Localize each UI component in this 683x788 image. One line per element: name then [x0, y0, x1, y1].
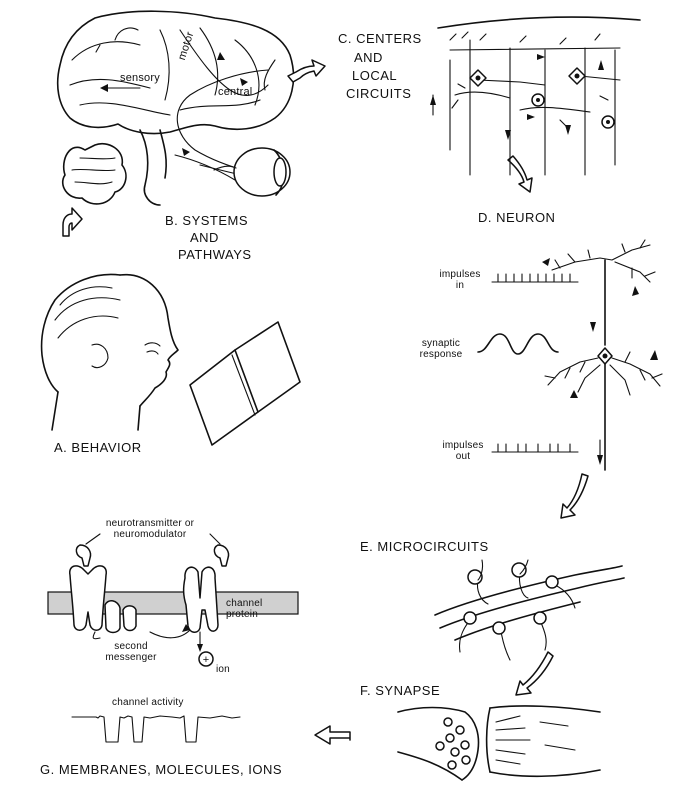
arrow-b-to-c	[287, 59, 326, 83]
panel-a-title: A. BEHAVIOR	[54, 440, 142, 455]
brain-illustration	[56, 10, 295, 135]
label-impulses-in-line-2: in	[455, 280, 465, 291]
panel-c-title-line-4: CIRCUITS	[346, 86, 412, 101]
label-synaptic-response-line-2: response	[419, 349, 463, 360]
label-channel-protein: channel protein	[226, 598, 262, 620]
cerebellum-illustration	[61, 143, 127, 205]
label-second-messenger: second messenger	[100, 641, 162, 663]
label-neurotransmitter: neurotransmitter or neuromodulator	[80, 518, 220, 540]
arrow-f-to-g	[314, 725, 351, 745]
channel-activity-trace	[71, 715, 241, 743]
label-second-messenger-line-2: messenger	[105, 652, 157, 663]
label-second-messenger-line-1: second	[114, 641, 148, 652]
label-impulses-out: impulses out	[436, 440, 490, 462]
label-sensory: sensory	[120, 72, 160, 84]
panel-c-title-line-3: LOCAL	[352, 68, 398, 83]
label-impulses-in: impulses in	[432, 269, 488, 291]
label-central: central	[218, 86, 253, 98]
impulses-in-trace	[491, 273, 579, 283]
panel-b-title-line-1: B. SYSTEMS	[165, 213, 249, 228]
panel-d-title: D. NEURON	[478, 210, 556, 225]
label-impulses-in-line-1: impulses	[439, 269, 481, 280]
receptor-protein	[69, 565, 107, 631]
label-channel-activity: channel activity	[112, 697, 184, 708]
arrow-a-to-b	[62, 207, 83, 237]
label-synaptic-response: synaptic response	[410, 338, 472, 360]
panel-b-title-line-3: PATHWAYS	[178, 247, 252, 262]
eye-illustration	[213, 147, 291, 197]
pathway-lines	[104, 29, 269, 181]
arrow-c-to-d	[507, 155, 533, 193]
synaptic-response-trace	[477, 333, 559, 355]
synapse-illustration	[397, 705, 601, 781]
label-channel-protein-line-2: protein	[226, 609, 258, 620]
impulses-out-trace	[491, 443, 579, 453]
label-ion: ion	[216, 664, 230, 675]
label-neurotransmitter-line-2: neuromodulator	[113, 529, 187, 540]
panel-c-title-line-2: AND	[354, 50, 383, 65]
arrow-e-to-f	[515, 651, 554, 696]
neuron-illustration	[542, 239, 663, 471]
label-neurotransmitter-line-1: neurotransmitter or	[105, 518, 195, 529]
neurotransmitter-molecule	[75, 544, 92, 567]
channel-protein-shape	[182, 566, 219, 633]
local-circuit-illustration	[430, 16, 641, 176]
microcircuit-illustration	[434, 559, 625, 661]
head-illustration	[40, 273, 179, 431]
label-synaptic-response-line-1: synaptic	[421, 338, 461, 349]
ion-symbol: +	[203, 654, 209, 666]
panel-f-title: F. SYNAPSE	[360, 683, 441, 698]
membrane-illustration	[47, 533, 299, 667]
label-channel-protein-line-1: channel	[226, 598, 263, 609]
panel-c-title-line-1: C. CENTERS	[338, 31, 422, 46]
label-impulses-out-line-1: impulses	[442, 440, 484, 451]
arrow-d-to-e	[560, 473, 589, 519]
brainstem-illustration	[139, 129, 167, 206]
panel-b-title-line-2: AND	[190, 230, 219, 245]
book-illustration	[189, 321, 301, 446]
label-impulses-out-line-2: out	[455, 451, 471, 462]
panel-g-title: G. MEMBRANES, MOLECULES, IONS	[40, 762, 283, 777]
panel-e-title: E. MICROCIRCUITS	[360, 539, 489, 554]
